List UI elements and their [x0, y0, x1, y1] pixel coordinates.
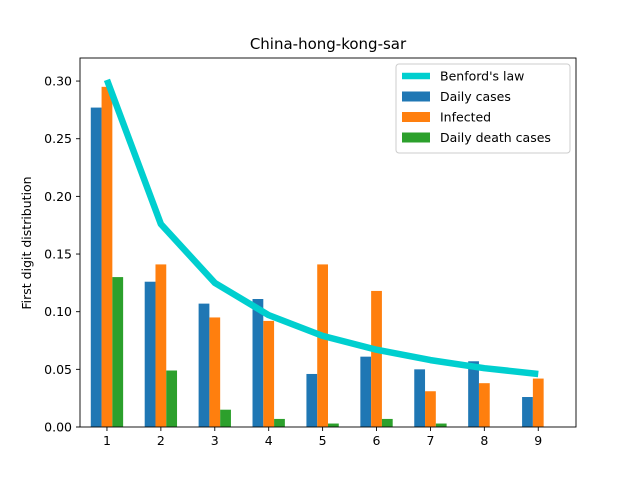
bar-infected-2: [155, 264, 167, 427]
bar-daily-death-cases-3: [220, 409, 231, 427]
bar-daily-death-cases-2: [166, 370, 178, 427]
bar-daily-cases-8: [468, 361, 479, 427]
x-tick-label-8: 8: [480, 433, 488, 448]
bar-infected-3: [209, 317, 221, 427]
bar-daily-cases-2: [144, 281, 156, 427]
bar-daily-cases-5: [306, 373, 318, 427]
bar-infected-7: [425, 391, 436, 427]
chart-title: China-hong-kong-sar: [250, 35, 407, 53]
legend: Benford's law Daily cases Infected Daily de…: [395, 63, 571, 154]
bar-infected-5: [317, 264, 328, 427]
legend-box: [395, 63, 571, 154]
legend-label-infected: Infected: [440, 110, 491, 125]
y-tick-label-6: 0.30: [44, 74, 72, 89]
bar-daily-death-cases-5: [328, 423, 339, 427]
legend-swatch-daily-cases: [402, 91, 430, 102]
bar-infected-9: [532, 378, 544, 427]
bar-daily-death-cases-4: [274, 418, 285, 427]
x-tick-label-1: 1: [103, 433, 111, 448]
x-tick-label-2: 2: [157, 433, 165, 448]
bar-daily-cases-7: [414, 369, 426, 427]
bar-daily-death-cases-7: [435, 423, 447, 427]
x-tick-label-7: 7: [426, 433, 434, 448]
y-tick-label-2: 0.10: [44, 304, 72, 319]
bar-daily-cases-9: [522, 397, 533, 427]
x-tick-label-3: 3: [211, 433, 219, 448]
bar-infected-4: [263, 320, 275, 427]
benford-law-line: [103, 78, 539, 378]
axes-frame: [79, 57, 577, 428]
y-tick-label-5: 0.25: [44, 131, 72, 146]
x-tick-label-4: 4: [265, 433, 273, 448]
y-tick-label-1: 0.05: [44, 362, 72, 377]
x-tick-label-5: 5: [319, 433, 327, 448]
y-tick-label-3: 0.15: [44, 247, 72, 262]
x-tick-label-9: 9: [534, 433, 542, 448]
bar-infected-8: [478, 383, 490, 427]
legend-label-daily-death-cases: Daily death cases: [440, 130, 551, 145]
legend-swatch-daily-death-cases: [402, 132, 430, 143]
y-axis-label: First digit distribution: [19, 176, 34, 309]
bar-daily-cases-1: [90, 107, 102, 427]
bar-infected-1: [101, 86, 113, 427]
bar-daily-cases-4: [252, 299, 264, 427]
legend-swatch-infected: [402, 112, 430, 122]
x-tick-label-6: 6: [373, 433, 381, 448]
plot-area: 1 2 3 4 5 6 7 8 9 0.00 0.05 0.10 0.15 0.20 0.25 0.30: [44, 57, 577, 448]
bar-daily-cases-6: [360, 356, 372, 427]
bar-daily-cases-3: [198, 303, 210, 427]
bar-daily-death-cases-1: [112, 277, 124, 427]
y-tick-label-0: 0.00: [44, 420, 72, 435]
legend-label-daily-cases: Daily cases: [440, 89, 511, 104]
legend-label-benford-s-law: Benford's law: [440, 69, 524, 84]
y-tick-label-4: 0.20: [44, 189, 72, 204]
bar-daily-death-cases-6: [381, 418, 393, 427]
bar-infected-6: [371, 290, 382, 427]
